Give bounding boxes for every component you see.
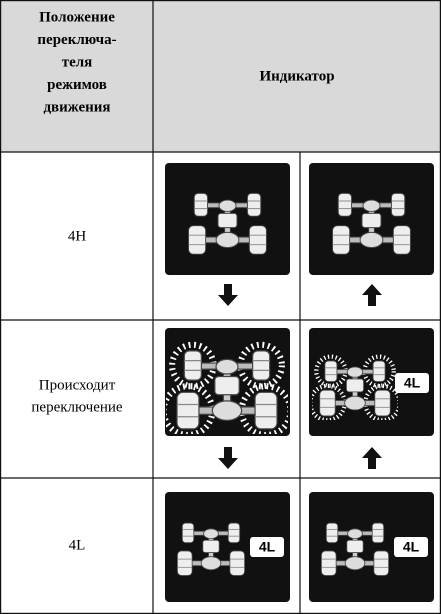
arrow-down xyxy=(218,447,238,469)
icon xyxy=(165,163,290,275)
position-header: движения xyxy=(43,99,110,115)
position-header: Положение xyxy=(39,9,115,25)
position-header: режимов xyxy=(47,77,107,93)
position-header: теля xyxy=(62,54,93,70)
badge: 4L xyxy=(403,539,420,555)
position-header: переключа- xyxy=(37,32,116,48)
row-label: 4H xyxy=(68,228,87,244)
icon xyxy=(309,163,434,275)
header-bg xyxy=(0,0,441,152)
icon xyxy=(165,328,290,436)
badge: 4L xyxy=(259,539,276,555)
row-label: переключение xyxy=(31,399,123,415)
arrow-up xyxy=(362,284,382,306)
row-label: Происходит xyxy=(39,377,116,393)
row-label: 4L xyxy=(69,537,86,553)
badge: 4L xyxy=(404,375,421,391)
arrow-up xyxy=(362,447,382,469)
indicator-header: Индикатор xyxy=(259,68,334,84)
icon xyxy=(165,492,290,602)
icon xyxy=(309,492,434,602)
icon xyxy=(309,328,434,436)
arrow-down xyxy=(218,284,238,306)
